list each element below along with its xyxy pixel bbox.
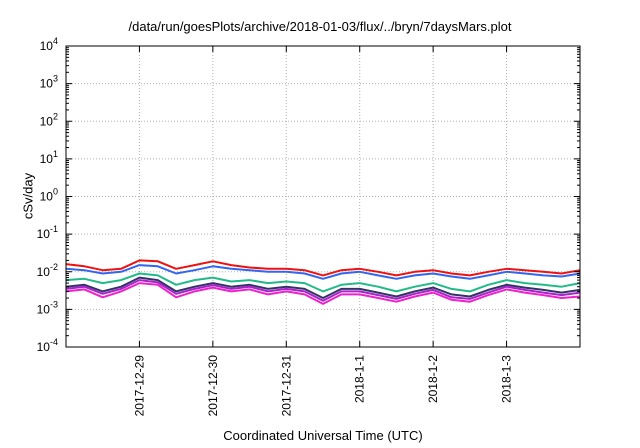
y-tick-label: 100 [40,187,58,204]
y-tick-base: 10 [37,227,51,241]
y-tick-label: 10-4 [37,337,58,354]
x-axis-label: Coordinated Universal Time (UTC) [223,428,423,443]
y-tick-exponent: -4 [50,337,58,347]
x-tick-label: 2017-12-30 [206,355,220,417]
y-tick-label: 10-1 [37,224,58,241]
series-lines [65,259,581,305]
y-tick-exponent: 4 [53,36,58,46]
y-tick-base: 10 [37,302,51,316]
y-tick-exponent: 0 [53,187,58,197]
x-tick-label: 2017-12-29 [132,355,146,417]
y-tick-label: 10-2 [37,262,58,279]
plot-frame [65,45,581,348]
series-line-1 [65,259,581,277]
grid-lines [66,46,580,347]
y-tick-label: 103 [40,74,58,91]
series-line-4 [65,276,581,299]
y-tick-base: 10 [37,265,51,279]
series-line-6 [65,282,581,305]
y-tick-base: 10 [40,77,54,91]
y-tick-exponent: -1 [50,224,58,234]
y-tick-base: 10 [40,152,54,166]
y-tick-exponent: 1 [53,149,58,159]
x-tick-label: 2018-1-2 [426,355,440,403]
x-tick-label: 2018-1-1 [353,355,367,403]
y-tick-base: 10 [40,114,54,128]
chart-title: /data/run/goesPlots/archive/2018-01-03/f… [128,19,512,34]
series-line-3 [65,272,581,293]
y-tick-exponent: 2 [53,111,58,121]
y-tick-label: 101 [40,149,58,166]
y-tick-label: 102 [40,111,58,128]
x-tick-label: 2018-1-3 [500,355,514,403]
x-axis-ticks: 2017-12-29 2017-12-30 2017-12-31 2018-1-1 20… [132,46,514,417]
x-tick-label: 2017-12-31 [279,355,293,417]
y-tick-base: 10 [40,39,54,53]
series-line-2 [65,264,581,280]
y-tick-exponent: -3 [50,299,58,309]
series-line-5 [65,279,581,302]
y-tick-exponent: 3 [53,74,58,84]
y-tick-base: 10 [40,190,54,204]
y-tick-exponent: -2 [50,262,58,272]
y-tick-base: 10 [37,340,51,354]
y-tick-label: 10-3 [37,299,58,316]
y-tick-label: 104 [40,36,58,53]
